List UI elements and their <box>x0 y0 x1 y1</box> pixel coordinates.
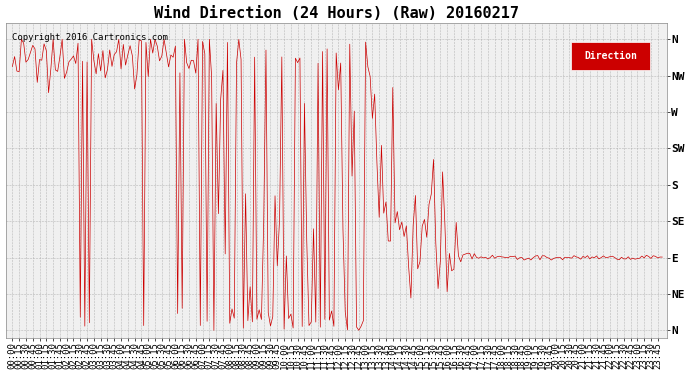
FancyBboxPatch shape <box>571 42 650 70</box>
Title: Wind Direction (24 Hours) (Raw) 20160217: Wind Direction (24 Hours) (Raw) 20160217 <box>154 6 519 21</box>
Text: Direction: Direction <box>584 51 637 61</box>
Text: Copyright 2016 Cartronics.com: Copyright 2016 Cartronics.com <box>12 33 168 42</box>
